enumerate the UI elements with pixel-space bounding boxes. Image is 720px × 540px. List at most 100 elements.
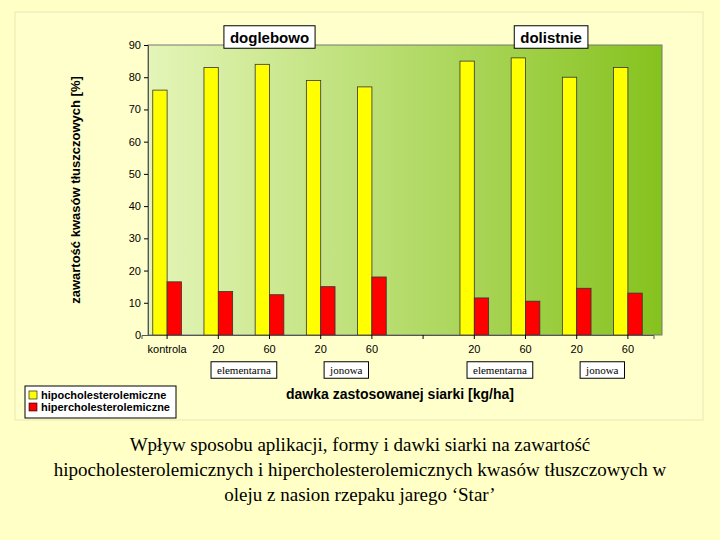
y-tick-mark — [144, 238, 148, 239]
x-tick: 60 — [622, 335, 634, 355]
bar — [255, 64, 269, 335]
x-tick — [423, 335, 424, 339]
x-tick: 20 — [315, 335, 327, 355]
x-axis-line — [142, 336, 654, 340]
x-axis-title: dawka zastosowanej siarki [kg/ha] — [286, 386, 514, 402]
y-tick: 50 — [129, 168, 148, 180]
x-group-label-box — [324, 362, 368, 379]
y-tick-mark — [144, 271, 148, 272]
x-tick-label: 20 — [315, 343, 327, 355]
x-tick-mark — [218, 335, 219, 339]
bar — [153, 90, 167, 335]
x-tick: 60 — [263, 335, 275, 355]
legend-label: hipocholesterolemiczne — [41, 389, 166, 401]
y-tick: 10 — [129, 297, 148, 309]
panel-label: dolistnie — [514, 26, 588, 49]
x-tick-mark — [627, 335, 628, 339]
y-tick-label: 0 — [135, 329, 141, 341]
panels: doglebowo dolistnie — [224, 26, 588, 49]
x-tick-label: 60 — [519, 343, 531, 355]
x-group-label-box — [467, 362, 533, 379]
bar — [321, 287, 335, 335]
x-tick: kontrola — [148, 335, 188, 355]
bar — [204, 68, 218, 335]
bar — [167, 282, 181, 335]
panel-label-text: doglebowo — [230, 29, 309, 46]
page: {"chart_data": { "type": "bar", "title":… — [0, 0, 720, 540]
y-tick: 60 — [129, 136, 148, 148]
y-tick-label: 80 — [129, 71, 141, 83]
x-group-label: elementarna — [467, 362, 533, 379]
legend: hipocholesterolemicznehipercholesterolem… — [25, 386, 176, 418]
y-tick-label: 50 — [129, 168, 141, 180]
x-group-label-text: elementarna — [473, 364, 527, 376]
x-tick-mark — [269, 335, 270, 339]
x-group-label-text: jonowa — [329, 364, 363, 376]
y-tick: 30 — [129, 232, 148, 244]
bar — [562, 77, 576, 335]
legend-swatch — [29, 403, 37, 411]
chart-area — [15, 12, 703, 420]
plot-area — [148, 45, 662, 335]
y-tick-label: 60 — [129, 136, 141, 148]
bar — [460, 61, 474, 335]
x-group-label: elementarna — [211, 362, 277, 379]
caption: Wpływ sposobu aplikacji, formy i dawki s… — [40, 432, 680, 507]
x-tick: 20 — [571, 335, 583, 355]
x-tick: 60 — [366, 335, 378, 355]
y-tick-mark — [144, 174, 148, 175]
x-group-label-text: jonowa — [585, 364, 619, 376]
y-tick-label: 70 — [129, 103, 141, 115]
y-tick-label: 20 — [129, 265, 141, 277]
x-tick: 20 — [212, 335, 224, 355]
bar — [628, 293, 642, 335]
y-axis-line — [144, 46, 149, 336]
panel-label: doglebowo — [224, 26, 315, 49]
x-tick-mark — [320, 335, 321, 339]
y-tick: 70 — [129, 103, 148, 115]
y-tick-label: 30 — [129, 232, 141, 244]
x-tick-mark — [525, 335, 526, 339]
x-tick-label: 20 — [212, 343, 224, 355]
x-tick-label: 20 — [571, 343, 583, 355]
x-groups: elementarna jonowa elementarna jonowa — [211, 362, 624, 379]
y-tick-mark — [144, 77, 148, 78]
x-group-label-text: elementarna — [217, 364, 271, 376]
x-axis: kontrola 20 60 20 60 20 60 20 60 — [142, 335, 654, 355]
panel-label-text: dolistnie — [520, 29, 582, 46]
x-group-label-box — [580, 362, 624, 379]
x-tick-label: 20 — [468, 343, 480, 355]
x-tick-mark — [167, 335, 168, 339]
y-tick-label: 90 — [129, 39, 141, 51]
x-tick: 60 — [519, 335, 531, 355]
x-tick: 20 — [468, 335, 480, 355]
panel-label-box — [224, 26, 315, 49]
y-tick-mark — [144, 142, 148, 143]
panel-label-box — [514, 26, 588, 49]
legend-box — [25, 386, 176, 418]
y-tick-label: 10 — [129, 297, 141, 309]
x-tick-label: kontrola — [148, 343, 188, 355]
y-tick: 20 — [129, 265, 148, 277]
x-tick-label: 60 — [622, 343, 634, 355]
y-tick-mark — [144, 206, 148, 207]
y-tick: 80 — [129, 71, 148, 83]
y-tick: 40 — [129, 200, 148, 212]
bars — [153, 58, 642, 335]
bar — [474, 298, 488, 335]
y-tick-mark — [144, 109, 148, 110]
x-group-label: jonowa — [324, 362, 368, 379]
y-tick-mark — [144, 45, 148, 46]
bar — [577, 288, 591, 335]
bar — [218, 292, 232, 336]
y-tick-mark — [144, 303, 148, 304]
bar — [306, 80, 320, 335]
x-tick-mark — [423, 335, 424, 339]
y-tick-label: 40 — [129, 200, 141, 212]
bar — [372, 277, 386, 335]
y-axis-title: zawartość kwasów tłuszczowych [%] — [68, 76, 83, 304]
bar — [614, 68, 628, 335]
x-tick-mark — [576, 335, 577, 339]
y-tick: 90 — [129, 39, 148, 51]
legend-swatch — [29, 391, 37, 399]
